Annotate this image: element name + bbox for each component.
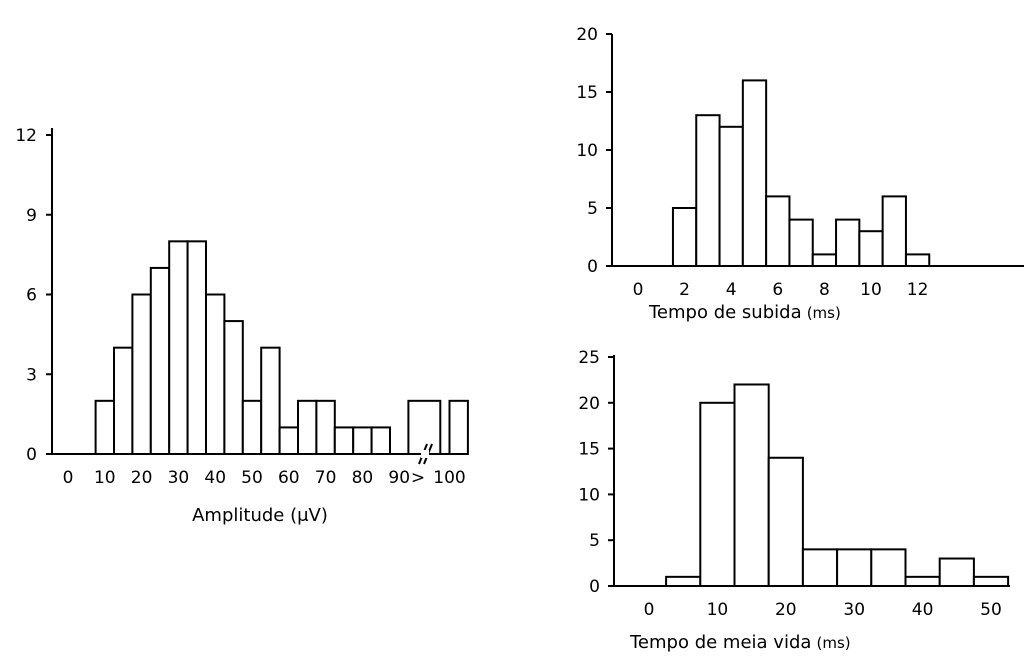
half-x-tick-label-0: 0 (644, 600, 655, 620)
rise-x-tick-label-1: 2 (679, 280, 690, 300)
half-life-histogram: 0 5 10 15 20 25 0 10 20 30 40 50 Tempo de meia vid… (578, 348, 1010, 653)
amp-x-tick-label-4: 40 (204, 468, 226, 488)
amp-bar-15 (370, 426, 392, 455)
rise-bar-8 (858, 230, 884, 267)
amp-bar-5 (186, 240, 208, 455)
half-bar-2 (733, 383, 770, 588)
amp-bar-4 (168, 240, 189, 455)
amp-bar-13 (333, 426, 355, 455)
half-bar-8 (938, 557, 975, 588)
amp-x-tick-label-11: 100 (433, 468, 465, 488)
rise-y-tick-label-1: 5 (587, 199, 598, 219)
half-y-tick-label-2: 10 (578, 485, 600, 505)
amp-x-tick-label-2: 20 (131, 468, 153, 488)
half-x-axis-unit: (ms) (817, 634, 851, 652)
half-bar-5 (836, 548, 873, 587)
half-bar-0 (665, 575, 702, 588)
amp-x-tick-label-7: 70 (315, 468, 337, 488)
amp-y-tick-label-0: 0 (26, 445, 37, 465)
amplitude-histogram: 0 3 6 9 12 0 10 20 30 40 50 60 70 80 90 >100 Amplitude… (15, 126, 469, 526)
amp-bar-2 (131, 293, 152, 455)
amp-x-tick-label-9: 90 (388, 468, 410, 488)
half-bar-9 (972, 575, 1010, 588)
amp-x-tick-label-0: 0 (63, 468, 74, 488)
rise-x-tick-label-5: 10 (860, 280, 882, 300)
amp-bar-16 (407, 399, 442, 456)
half-y-tick-label-0: 0 (589, 577, 600, 597)
rise-x-tick-label-6: 12 (907, 280, 929, 300)
amp-bar-0 (94, 399, 115, 456)
amp-y-tick-label-2: 6 (26, 286, 37, 306)
rise-bar-3 (741, 79, 768, 268)
rise-x-tick-label-4: 8 (819, 280, 830, 300)
amp-y-tick-label-1: 3 (26, 365, 37, 385)
amp-bar-10 (278, 426, 300, 455)
rise-bar-1 (695, 114, 721, 267)
amp-x-tick-label-8: 80 (352, 468, 374, 488)
amp-x-tick-label-5: 50 (241, 468, 263, 488)
half-x-axis-label: Tempo de meia vida (ms) (629, 632, 851, 653)
rise-bar-0 (671, 207, 698, 267)
half-y-tick-label-5: 25 (578, 348, 600, 368)
rise-y-tick-label-3: 15 (576, 83, 598, 103)
half-x-tick-label-2: 20 (775, 600, 797, 620)
amp-x-tick-label-3: 30 (168, 468, 190, 488)
rise-bar-5 (788, 218, 814, 268)
amp-bar-7 (223, 320, 244, 456)
half-y-tick-label-1: 5 (589, 531, 600, 551)
amp-bar-6 (205, 293, 226, 455)
rise-bar-10 (904, 253, 931, 267)
amp-bar-12 (315, 399, 336, 456)
amp-bar-14 (352, 426, 373, 455)
amp-y-tick-label-4: 12 (15, 126, 37, 146)
half-x-tick-label-5: 50 (980, 600, 1002, 620)
rise-bar-4 (765, 195, 791, 267)
rise-x-tick-label-3: 6 (772, 280, 783, 300)
rise-x-axis-unit: (ms) (807, 304, 841, 322)
half-x-tick-label-1: 10 (707, 600, 729, 620)
rise-y-tick-label-4: 20 (576, 25, 598, 45)
amp-x-tick-label-6: 60 (278, 468, 300, 488)
amp-y-tick-label-3: 9 (26, 206, 37, 226)
rise-bar-7 (835, 218, 861, 268)
rise-x-axis-label: Tempo de subida (ms) (648, 302, 841, 323)
half-x-tick-label-4: 40 (912, 600, 934, 620)
amp-bar-8 (241, 399, 263, 456)
half-y-tick-label-4: 20 (578, 394, 600, 414)
rise-x-tick-label-0: 0 (633, 280, 644, 300)
half-bar-4 (801, 548, 839, 587)
amp-bar-3 (149, 266, 171, 455)
half-bar-1 (699, 401, 736, 587)
amp-bar-17 (448, 399, 469, 456)
amp-x-tick-label-1: 10 (94, 468, 116, 488)
rise-x-axis-label-text: Tempo de subida (648, 302, 802, 323)
half-x-tick-label-3: 30 (843, 600, 865, 620)
half-bar-3 (767, 456, 804, 588)
amplitude-axis-break (418, 443, 433, 465)
rise-y-tick-label-2: 10 (576, 141, 598, 161)
rise-bar-6 (811, 253, 838, 267)
amplitude-x-axis-label: Amplitude (μV) (192, 505, 328, 526)
half-bar-6 (870, 548, 907, 587)
half-y-tick-label-3: 15 (578, 440, 600, 460)
amp-bar-9 (260, 346, 281, 455)
amp-bar-1 (113, 346, 134, 455)
half-bar-7 (904, 575, 941, 588)
half-x-axis-label-text: Tempo de meia vida (629, 632, 811, 653)
rise-x-tick-label-2: 4 (726, 280, 737, 300)
amp-x-tick-label-10: > (411, 468, 425, 488)
rise-bar-2 (718, 125, 744, 267)
rise-y-tick-label-0: 0 (587, 257, 598, 277)
amp-bar-11 (297, 399, 318, 456)
rise-bar-9 (881, 195, 907, 267)
rise-time-histogram: 0 5 10 15 20 0 2 4 6 8 10 12 Tempo de subida (ms) (576, 25, 1024, 323)
